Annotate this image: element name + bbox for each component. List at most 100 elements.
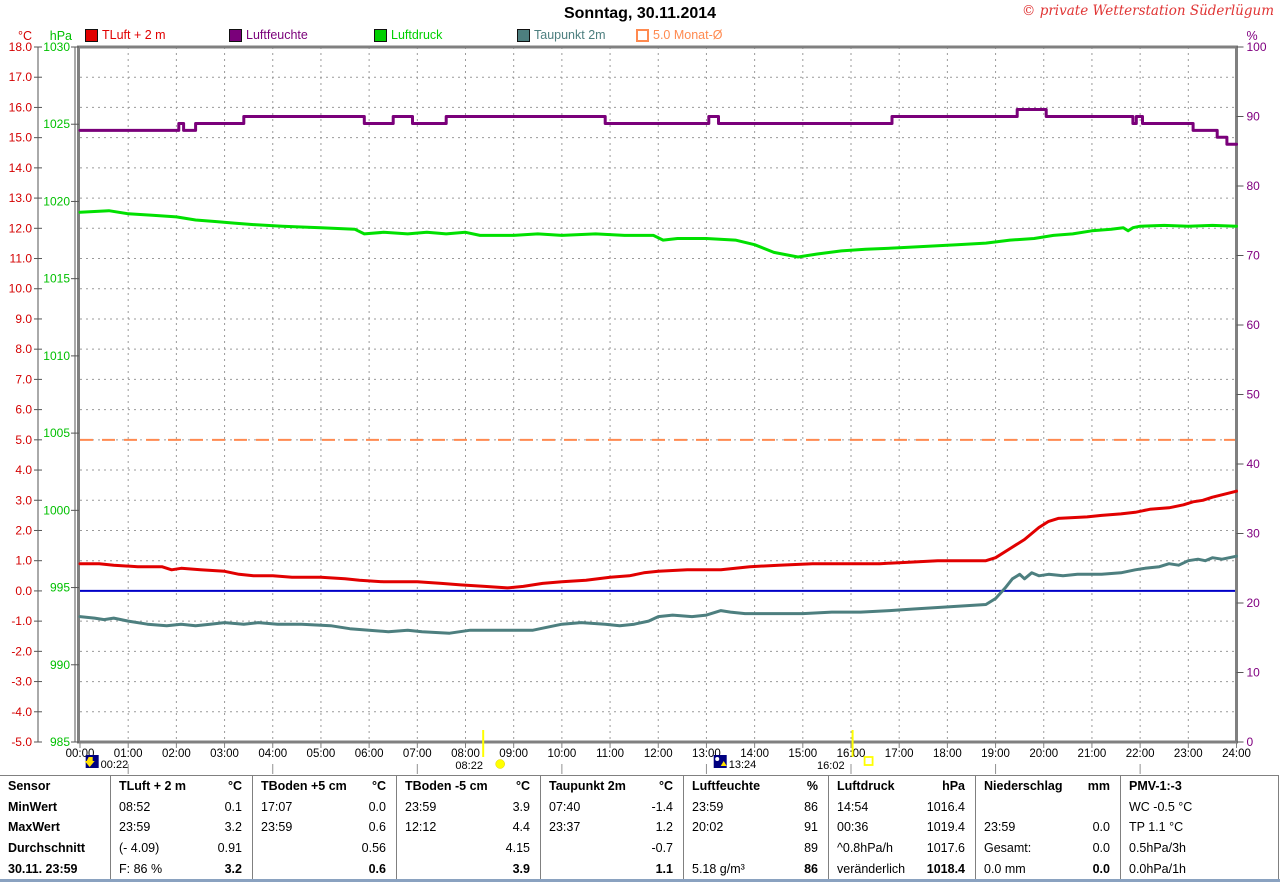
cell-time: 17:07 bbox=[261, 799, 293, 814]
sun-set-icon bbox=[863, 756, 874, 766]
cell-value: 4.15 bbox=[505, 841, 530, 856]
table-cell: TP 1.1 °C bbox=[1120, 817, 1278, 838]
cell-time: WC -0.5 °C bbox=[1129, 799, 1193, 814]
svg-text:03:00: 03:00 bbox=[210, 748, 239, 760]
svg-text:30: 30 bbox=[1247, 527, 1261, 541]
cell-time: ^0.8hPa/h bbox=[837, 841, 893, 856]
svg-text:3.0: 3.0 bbox=[15, 493, 32, 507]
table-row: MaxWert 23:59 3.2 23:59 0.6 12:12 4.4 23:37 1.2 2… bbox=[0, 817, 1278, 838]
moon-down-icon bbox=[84, 755, 99, 768]
row-label-text: 30.11. 23:59 bbox=[8, 861, 78, 876]
cell-value: 1.2 bbox=[655, 820, 673, 835]
svg-text:01:00: 01:00 bbox=[114, 748, 143, 760]
svg-text:17:00: 17:00 bbox=[885, 748, 914, 760]
table-cell: 23:59 86 bbox=[683, 796, 828, 818]
col-name: Niederschlag bbox=[984, 779, 1063, 794]
svg-text:1030: 1030 bbox=[43, 40, 70, 54]
svg-text:18.0: 18.0 bbox=[9, 40, 33, 54]
svg-text:10:00: 10:00 bbox=[547, 748, 576, 760]
svg-text:11.0: 11.0 bbox=[10, 252, 33, 266]
cell-value: 0.0 bbox=[1092, 861, 1110, 876]
svg-text:06:00: 06:00 bbox=[355, 748, 384, 760]
col-unit: °C bbox=[515, 779, 530, 794]
row-label-text: Durchschnitt bbox=[8, 841, 86, 856]
svg-text:6.0: 6.0 bbox=[15, 403, 32, 417]
cell-value: 0.1 bbox=[224, 799, 242, 814]
svg-text:90: 90 bbox=[1247, 110, 1261, 124]
series-taupunkt-2m bbox=[78, 554, 1238, 635]
svg-text:19:00: 19:00 bbox=[981, 748, 1010, 760]
cell-time: 07:40 bbox=[549, 799, 581, 814]
cell-value: 1.1 bbox=[655, 861, 673, 876]
cell-value: 3.2 bbox=[224, 861, 242, 876]
svg-text:12.0: 12.0 bbox=[9, 221, 33, 235]
svg-text:14:00: 14:00 bbox=[740, 748, 769, 760]
table-cell: 0.0 mm 0.0 bbox=[975, 858, 1120, 879]
luftdruck-swatch-icon bbox=[374, 28, 387, 42]
monat-swatch-icon bbox=[636, 28, 649, 42]
col-unit: hPa bbox=[942, 779, 965, 794]
svg-text:02:00: 02:00 bbox=[162, 748, 191, 760]
cell-time: F: 86 % bbox=[119, 861, 163, 876]
table-cell: 0.0hPa/1h bbox=[1120, 858, 1278, 879]
sensor-stats-table: Sensor TLuft + 2 m °C TBoden +5 cm °C TBoden … bbox=[0, 775, 1279, 880]
col-name: TBoden -5 cm bbox=[405, 779, 488, 794]
col-name: TBoden +5 cm bbox=[261, 779, 347, 794]
svg-text:16:02: 16:02 bbox=[817, 760, 845, 772]
svg-text:9.0: 9.0 bbox=[15, 312, 32, 326]
svg-text:40: 40 bbox=[1247, 457, 1261, 471]
window-bottom-border bbox=[0, 879, 1280, 882]
legend-item-tluft: TLuft + 2 m bbox=[85, 28, 166, 42]
col-name: Luftdruck bbox=[837, 779, 895, 794]
luftfeuchte-swatch-icon bbox=[229, 28, 242, 42]
svg-text:1020: 1020 bbox=[43, 194, 70, 208]
legend-item-luftfeuchte: Luftfeuchte bbox=[229, 28, 308, 42]
cell-value: 0.0 bbox=[1092, 820, 1110, 835]
cell-time: 12:12 bbox=[405, 820, 437, 835]
col-name: PMV-1:-3 bbox=[1129, 779, 1182, 794]
cell-time: 0.5hPa/3h bbox=[1129, 841, 1186, 856]
table-cell: -0.7 bbox=[540, 837, 683, 859]
cell-time: 23:59 bbox=[692, 799, 724, 814]
taupunkt-swatch-icon bbox=[517, 28, 530, 42]
svg-text:20:00: 20:00 bbox=[1029, 748, 1058, 760]
table-cell: 4.15 bbox=[396, 837, 540, 859]
sun-moon-markers: 00:22 08:22 13:24 16:02 bbox=[84, 730, 874, 772]
cell-value: 86 bbox=[804, 861, 818, 876]
cell-value: 0.0 bbox=[1092, 841, 1110, 856]
col-unit: mm bbox=[1087, 779, 1110, 794]
cell-value: 0.91 bbox=[217, 841, 242, 856]
table-cell: 23:59 0.6 bbox=[252, 817, 396, 838]
table-cell: veränderlich 1018.4 bbox=[828, 858, 975, 879]
cell-time: 00:36 bbox=[837, 820, 869, 835]
cell-value: 1017.6 bbox=[926, 841, 965, 856]
svg-text:70: 70 bbox=[1247, 249, 1261, 263]
legend-item-luftdruck: Luftdruck bbox=[374, 28, 442, 42]
table-cell: 1.1 bbox=[540, 858, 683, 879]
col-name: Sensor bbox=[8, 779, 51, 794]
cell-value: 4.4 bbox=[512, 820, 530, 835]
tluft-swatch-icon bbox=[85, 28, 98, 42]
col-header-taupunkt-2m: Taupunkt 2m °C bbox=[540, 776, 683, 797]
svg-text:10: 10 bbox=[1247, 666, 1261, 680]
table-cell: F: 86 % 3.2 bbox=[110, 858, 252, 879]
col-name: TLuft + 2 m bbox=[119, 779, 187, 794]
col-header-luftdruck: Luftdruck hPa bbox=[828, 776, 975, 797]
col-unit: °C bbox=[227, 779, 242, 794]
svg-text:13.0: 13.0 bbox=[9, 191, 33, 205]
table-cell: 08:52 0.1 bbox=[110, 796, 252, 818]
svg-text:08:22: 08:22 bbox=[455, 760, 483, 772]
cell-value: -0.7 bbox=[651, 841, 673, 856]
svg-text:11:00: 11:00 bbox=[596, 748, 624, 760]
table-header-row: Sensor TLuft + 2 m °C TBoden +5 cm °C TBoden … bbox=[0, 776, 1278, 797]
svg-text:8.0: 8.0 bbox=[15, 342, 32, 356]
svg-text:08:00: 08:00 bbox=[451, 748, 480, 760]
legend-item-monatsmittel: 5.0 Monat-Ø bbox=[636, 28, 722, 42]
col-header-tboden-5-cm: TBoden -5 cm °C bbox=[396, 776, 540, 797]
cell-value: 1016.4 bbox=[926, 799, 965, 814]
cell-time: 0.0hPa/1h bbox=[1129, 861, 1186, 876]
copyright-text: © private Wetterstation Süderlügum bbox=[1021, 3, 1274, 19]
cell-time: 23:37 bbox=[549, 820, 581, 835]
svg-text:12:00: 12:00 bbox=[644, 748, 673, 760]
table-row: MinWert 08:52 0.1 17:07 0.0 23:59 3.9 07:40 -1.4… bbox=[0, 796, 1278, 818]
